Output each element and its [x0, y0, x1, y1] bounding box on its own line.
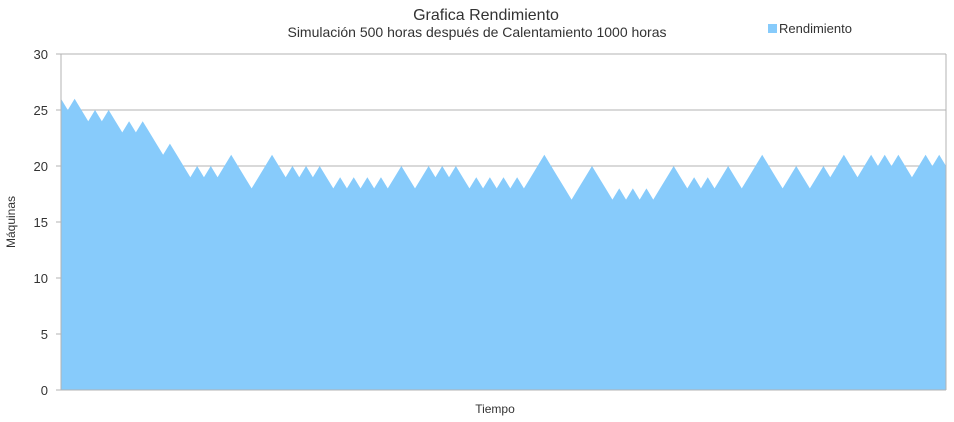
- chart-title: Grafica Rendimiento: [413, 7, 559, 24]
- series-area: [61, 98, 946, 391]
- chart-subtitle: Simulación 500 horas después de Calentam…: [287, 24, 666, 40]
- y-axis-label: Máquinas: [4, 196, 18, 248]
- y-tick-label: 20: [34, 159, 48, 174]
- y-tick-label: 5: [41, 327, 48, 342]
- y-tick-labels: 0 5 10 15 20 25 30: [34, 47, 48, 398]
- y-tick-label: 25: [34, 103, 48, 118]
- legend-label: Rendimiento: [779, 21, 852, 36]
- y-tick-label: 10: [34, 271, 48, 286]
- y-tick-label: 30: [34, 47, 48, 62]
- y-tick-label: 0: [41, 383, 48, 398]
- legend: Rendimiento: [768, 21, 852, 36]
- axes: [56, 53, 947, 391]
- series-area-group: [61, 98, 946, 391]
- x-axis-label: Tiempo: [475, 402, 515, 416]
- y-tick-label: 15: [34, 215, 48, 230]
- legend-swatch: [768, 24, 777, 33]
